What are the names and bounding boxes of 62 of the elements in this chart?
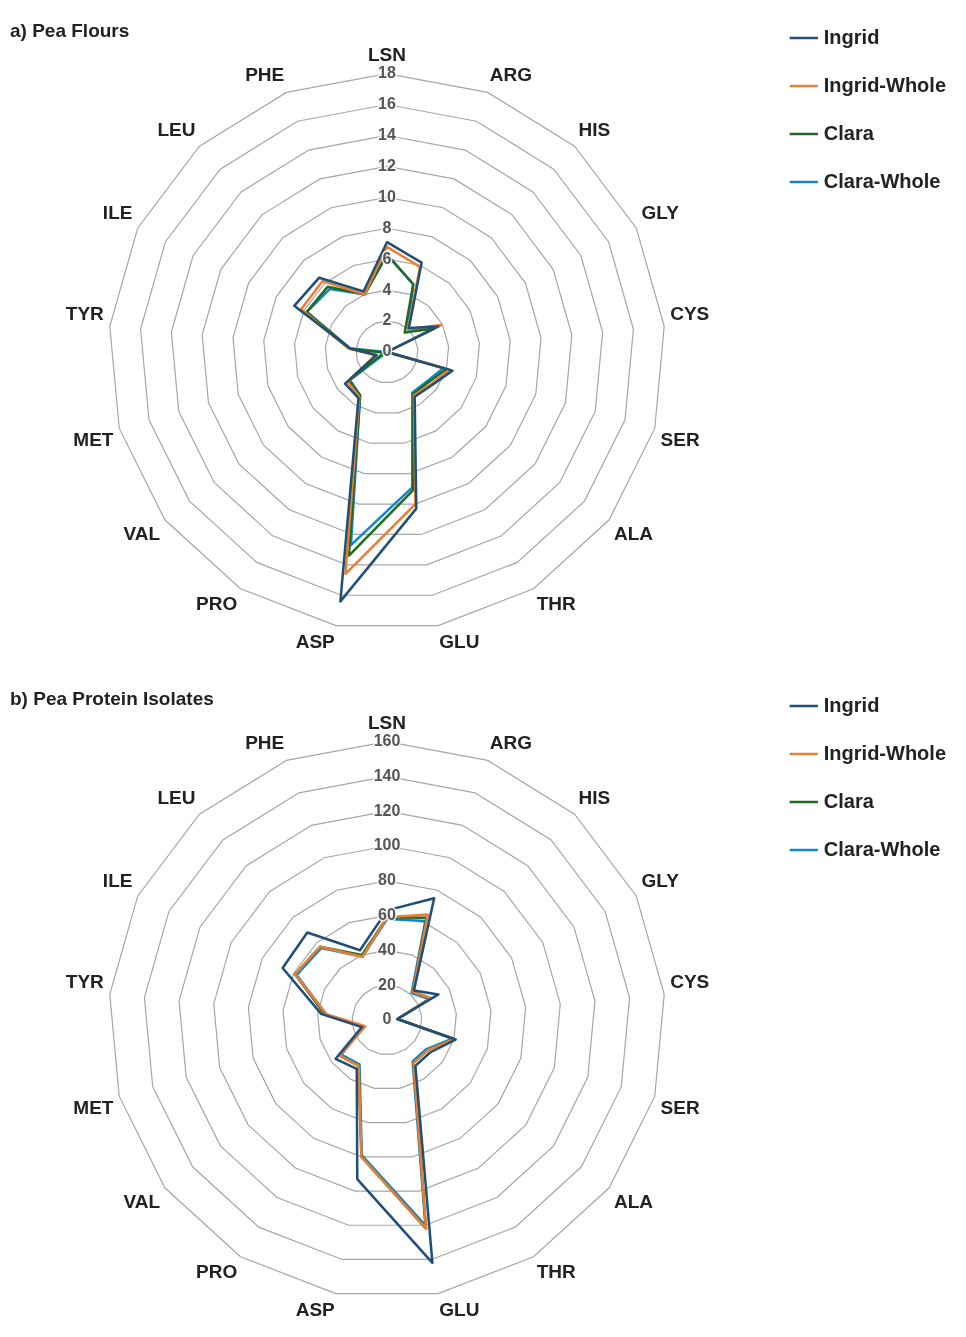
legend-label: Ingrid	[823, 25, 880, 48]
spoke-label: ALA	[613, 523, 654, 545]
spoke-label: THR	[536, 593, 577, 615]
spoke-label: ASP	[295, 1299, 336, 1321]
y-tick-label: 8	[382, 218, 392, 236]
spoke-label: SER	[660, 1097, 700, 1119]
spoke-label: ARG	[489, 731, 532, 753]
y-tick-label: 12	[378, 156, 396, 174]
legend-label: Clara	[823, 121, 875, 144]
y-tick-label: 100	[373, 836, 401, 854]
legend-label: Clara-Whole	[823, 169, 941, 192]
y-tick-label: 16	[378, 94, 396, 112]
y-tick-label: 0	[382, 1010, 392, 1028]
legend-label: Clara	[823, 789, 875, 812]
spoke-label: LSN	[368, 44, 406, 66]
y-tick-label: 80	[378, 871, 396, 889]
spoke-label: HIS	[578, 786, 611, 808]
spoke-label: LEU	[157, 118, 196, 140]
spoke-label: TYR	[65, 970, 105, 992]
spoke-label: GLY	[641, 870, 680, 892]
spoke-label: MET	[73, 429, 114, 451]
y-tick-label: 140	[373, 766, 401, 784]
legend-label: Ingrid	[823, 693, 880, 716]
spoke-label: SER	[660, 429, 700, 451]
spoke-label: PHE	[245, 731, 285, 753]
legend-label: Ingrid-Whole	[823, 741, 947, 764]
y-tick-label: 6	[382, 249, 392, 267]
legend-label: Clara-Whole	[823, 837, 941, 860]
spoke-label: ILE	[102, 870, 133, 892]
spoke-label: LEU	[157, 786, 196, 808]
y-tick-label: 10	[378, 187, 396, 205]
y-tick-label: 160	[373, 732, 401, 750]
y-tick-label: 120	[373, 801, 401, 819]
spoke-label: THR	[536, 1261, 577, 1283]
spoke-label: TYR	[65, 302, 105, 324]
spoke-label: PRO	[196, 593, 238, 615]
y-tick-label: 2	[382, 311, 392, 329]
spoke-label: VAL	[123, 1191, 161, 1213]
legend-label: Ingrid-Whole	[823, 73, 947, 96]
spoke-label: ARG	[489, 63, 532, 85]
y-tick-label: 20	[378, 975, 396, 993]
spoke-label: HIS	[578, 118, 611, 140]
spoke-label: VAL	[123, 523, 161, 545]
spoke-label: ASP	[295, 631, 336, 653]
y-tick-label: 18	[378, 64, 396, 82]
spoke-label: PHE	[245, 63, 285, 85]
spoke-label: GLY	[641, 202, 680, 224]
chart-title: a) Pea Flours	[10, 19, 130, 41]
y-tick-label: 4	[382, 280, 392, 298]
spoke-label: GLU	[439, 1299, 480, 1321]
y-tick-label: 40	[378, 940, 396, 958]
spoke-label: LSN	[368, 712, 406, 734]
spoke-label: ALA	[613, 1191, 654, 1213]
spoke-label: MET	[73, 1097, 114, 1119]
y-tick-label: 14	[378, 125, 396, 143]
spoke-label: CYS	[670, 970, 710, 992]
chart-title: b) Pea Protein Isolates	[10, 687, 214, 709]
spoke-label: PRO	[196, 1261, 238, 1283]
y-tick-label: 0	[382, 342, 392, 360]
spoke-label: GLU	[439, 631, 480, 653]
spoke-label: ILE	[102, 202, 133, 224]
spoke-label: CYS	[670, 302, 710, 324]
